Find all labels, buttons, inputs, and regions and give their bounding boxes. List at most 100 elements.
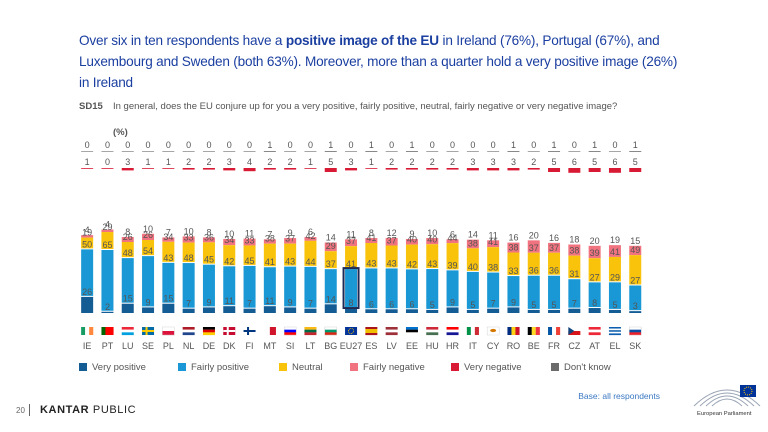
dont-know-bar-sk <box>629 151 642 152</box>
legend-label-very-negative: Very negative <box>464 362 522 373</box>
very-positive-label-be: 5 <box>531 300 536 310</box>
neutral-label-hr: 44 <box>448 233 458 243</box>
neutral-label-es: 41 <box>366 233 376 243</box>
legend-label-fairly-negative: Fairly negative <box>363 362 425 373</box>
headline-emphasis: positive image of the EU <box>285 33 439 48</box>
flag-es-stripe <box>365 329 378 332</box>
dont-know-label-pl: 0 <box>166 140 171 150</box>
flag-it-stripe <box>474 327 479 335</box>
dont-know-bar-be <box>527 151 540 152</box>
very-negative-label-it: 3 <box>470 157 475 167</box>
fairly-positive-bar-sk <box>629 285 642 311</box>
chart-headline: Over six in ten respondents have a posit… <box>79 30 679 93</box>
fairly-negative-label-el: 19 <box>610 235 620 245</box>
legend-label-neutral: Neutral <box>292 362 323 373</box>
neutral-bar-pl <box>162 241 175 262</box>
fairly-negative-label-lu: 8 <box>125 227 130 237</box>
category-label-eu27: EU27 <box>340 341 363 351</box>
fairly-positive-label-eu27: 41 <box>346 259 356 269</box>
flag-pl-stripe <box>162 327 175 332</box>
fairly-negative-bar-sk <box>629 245 642 256</box>
very-negative-bar-lu <box>121 168 134 171</box>
neutral-label-pt: 29 <box>102 222 112 232</box>
flag-el-stripe <box>608 330 621 332</box>
fairly-positive-bar-at <box>588 282 601 308</box>
dont-know-label-el: 0 <box>612 140 617 150</box>
very-negative-label-lv: 2 <box>389 157 394 167</box>
fairly-negative-label-ro: 16 <box>508 233 518 243</box>
category-label-cz: CZ <box>568 341 580 351</box>
flag-eu-field <box>345 327 358 335</box>
very-positive-label-lt: 7 <box>308 299 313 309</box>
flag-ee-stripe <box>405 332 418 336</box>
dont-know-label-fi: 0 <box>247 140 252 150</box>
very-negative-label-pl: 1 <box>166 157 171 167</box>
dont-know-bar-hu <box>426 151 439 152</box>
neutral-bar-lt <box>304 240 317 266</box>
very-negative-label-mt: 2 <box>267 157 272 167</box>
very-negative-bar-si <box>284 168 297 170</box>
neutral-bar-bg <box>324 251 337 269</box>
flag-nl-stripe <box>182 327 195 330</box>
fairly-positive-label-hr: 39 <box>448 260 458 270</box>
neutral-label-se: 26 <box>143 230 153 240</box>
very-positive-bar-ee <box>405 309 418 313</box>
fairly-negative-bar-es <box>365 238 378 244</box>
very-positive-bar-nl <box>182 308 195 313</box>
headline-part-3: in Ireland (76%), Portugal (67%), and Lu… <box>79 33 678 90</box>
neutral-label-eu27: 37 <box>346 236 356 246</box>
dont-know-bar-lt <box>304 151 317 152</box>
category-label-bg: BG <box>324 341 337 351</box>
flag-fr-stripe <box>548 327 553 335</box>
neutral-label-hu: 40 <box>427 234 437 244</box>
very-positive-bar-cz <box>568 308 581 313</box>
legend-swatch-fairly-negative <box>350 363 358 371</box>
ep-logo-label: European Parliament <box>697 411 752 417</box>
fairly-positive-label-mt: 41 <box>265 257 275 267</box>
dont-know-label-mt: 1 <box>267 140 272 150</box>
neutral-label-be: 37 <box>529 243 539 253</box>
flag-lu-stripe <box>121 332 134 336</box>
very-positive-bar-lt <box>304 308 317 313</box>
fairly-negative-bar-lv <box>385 238 398 246</box>
neutral-bar-ro <box>507 252 520 276</box>
dont-know-label-at: 1 <box>592 140 597 150</box>
dont-know-bar-pl <box>162 151 175 152</box>
dont-know-bar-pt <box>101 151 114 152</box>
brand-light: PUBLIC <box>89 404 137 416</box>
dont-know-label-ro: 1 <box>511 140 516 150</box>
very-negative-bar-hr <box>446 168 459 170</box>
fairly-negative-label-lt: 6 <box>308 227 313 237</box>
flag-el-stripe <box>608 331 621 334</box>
neutral-bar-es <box>365 243 378 268</box>
flag-ro-stripe <box>511 327 516 335</box>
fairly-positive-bar-ie <box>81 249 94 296</box>
very-negative-bar-bg <box>324 168 337 172</box>
fairly-negative-label-at: 20 <box>590 236 600 246</box>
category-label-at: AT <box>589 341 600 351</box>
very-positive-bar-es <box>365 309 378 313</box>
fairly-negative-bar-mt <box>263 239 276 244</box>
legend-label-very-positive: Very positive <box>92 362 146 373</box>
category-label-pt: PT <box>102 341 114 351</box>
very-positive-label-ie: 26 <box>82 287 92 297</box>
very-positive-bar-se <box>142 307 155 313</box>
flag-pt-stripe <box>105 327 110 335</box>
neutral-label-ie: 19 <box>82 228 92 238</box>
very-negative-label-be: 2 <box>531 157 536 167</box>
fairly-positive-bar-de <box>202 264 215 307</box>
very-positive-label-dk: 11 <box>225 296 234 306</box>
unit-label: (%) <box>113 127 128 138</box>
very-positive-label-es: 6 <box>369 299 374 309</box>
fairly-positive-bar-mt <box>263 267 276 306</box>
flag-bg-border <box>324 326 337 336</box>
fairly-positive-bar-si <box>284 266 297 307</box>
flag-hr-stripe <box>446 327 459 330</box>
fairly-negative-bar-de <box>202 237 215 243</box>
neutral-label-nl: 33 <box>184 233 194 243</box>
very-positive-label-hr: 9 <box>450 297 455 307</box>
dont-know-label-ee: 1 <box>409 140 414 150</box>
legend-swatch-very-negative <box>451 363 459 371</box>
dont-know-label-pt: 0 <box>105 140 110 150</box>
flag-hr-stripe <box>446 332 459 336</box>
